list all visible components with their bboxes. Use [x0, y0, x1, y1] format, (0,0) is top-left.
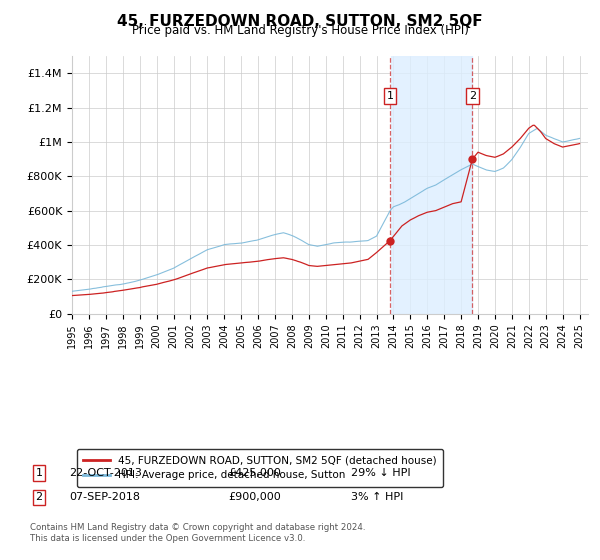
Text: Price paid vs. HM Land Registry's House Price Index (HPI): Price paid vs. HM Land Registry's House …	[131, 24, 469, 37]
Text: Contains HM Land Registry data © Crown copyright and database right 2024.: Contains HM Land Registry data © Crown c…	[30, 523, 365, 532]
Text: 29% ↓ HPI: 29% ↓ HPI	[351, 468, 410, 478]
Text: £900,000: £900,000	[228, 492, 281, 502]
Text: 45, FURZEDOWN ROAD, SUTTON, SM2 5QF: 45, FURZEDOWN ROAD, SUTTON, SM2 5QF	[117, 14, 483, 29]
Text: 2: 2	[35, 492, 43, 502]
Text: 22-OCT-2013: 22-OCT-2013	[69, 468, 142, 478]
Text: 2: 2	[469, 91, 476, 101]
Text: 3% ↑ HPI: 3% ↑ HPI	[351, 492, 403, 502]
Text: £425,000: £425,000	[228, 468, 281, 478]
Text: This data is licensed under the Open Government Licence v3.0.: This data is licensed under the Open Gov…	[30, 534, 305, 543]
Text: 07-SEP-2018: 07-SEP-2018	[69, 492, 140, 502]
Text: 1: 1	[386, 91, 394, 101]
Text: 1: 1	[35, 468, 43, 478]
Legend: 45, FURZEDOWN ROAD, SUTTON, SM2 5QF (detached house), HPI: Average price, detach: 45, FURZEDOWN ROAD, SUTTON, SM2 5QF (det…	[77, 449, 443, 487]
